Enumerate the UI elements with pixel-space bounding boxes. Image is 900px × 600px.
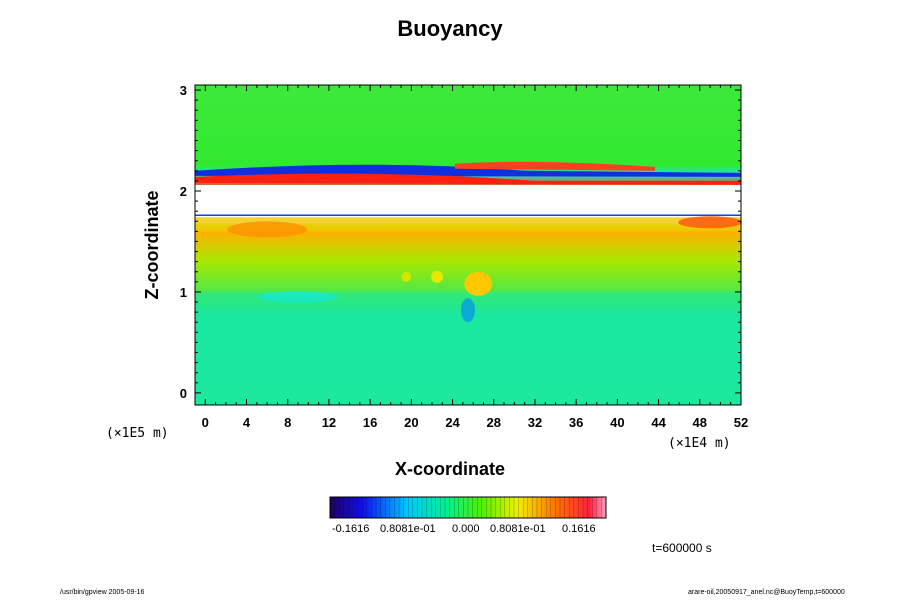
x-tick-label: 28 — [487, 415, 501, 430]
y-tick-label: 3 — [180, 83, 187, 98]
plume-blob — [431, 270, 444, 283]
x-tick-label: 24 — [445, 415, 460, 430]
x-tick-label: 40 — [610, 415, 624, 430]
x-tick-label: 32 — [528, 415, 542, 430]
y-tick-label: 2 — [180, 184, 187, 199]
y-tick-label: 0 — [180, 386, 187, 401]
x-tick-label: 20 — [404, 415, 418, 430]
plume-blob-small — [401, 271, 412, 282]
chart-title: Buoyancy — [397, 16, 503, 41]
x-tick-label: 48 — [693, 415, 707, 430]
y-axis-label: Z-coordinate — [142, 190, 162, 300]
x-axis-unit: (×1E4 m) — [668, 436, 731, 451]
x-tick-label: 4 — [243, 415, 251, 430]
y-tick-label: 1 — [180, 285, 187, 300]
positive-buoyancy-band — [195, 173, 741, 185]
warm-patch-right — [678, 216, 743, 229]
colorbar — [329, 496, 607, 519]
plot-frame — [194, 84, 742, 406]
time-annotation: t=600000 s — [652, 541, 712, 555]
footer-command: /usr/bin/gpview 2005-09-16 — [60, 589, 145, 596]
plume-core — [464, 271, 493, 296]
buoyancy-field — [195, 85, 743, 405]
x-axis-label: X-coordinate — [394, 459, 505, 479]
colorbar-label-pos: 0.8081e-01 — [490, 523, 546, 535]
x-tick-label: 44 — [651, 415, 666, 430]
colorbar-label-neg: 0.8081e-01 — [380, 523, 436, 535]
cool-plume — [461, 298, 475, 323]
x-tick-label: 12 — [322, 415, 336, 430]
x-tick-label: 36 — [569, 415, 583, 430]
y-axis-unit: (×1E5 m) — [106, 426, 169, 441]
x-tick-label: 16 — [363, 415, 377, 430]
warm-layer — [195, 217, 741, 232]
colorbar-label-max: 0.1616 — [562, 523, 596, 535]
x-tick-label: 52 — [734, 415, 748, 430]
colorbar-label-zero: 0.000 — [452, 523, 480, 535]
colorbar-label-min: -0.1616 — [332, 523, 370, 535]
x-tick-label: 8 — [284, 415, 291, 430]
upper-red-streak — [455, 161, 655, 171]
cool-patch — [258, 290, 339, 303]
footer-source: arare-oil,20050917_anel.nc@BuoyTemp,t=60… — [688, 589, 845, 596]
warm-patch-left — [227, 221, 308, 238]
missing-data-gap — [195, 184, 741, 216]
x-tick-label: 0 — [202, 415, 209, 430]
